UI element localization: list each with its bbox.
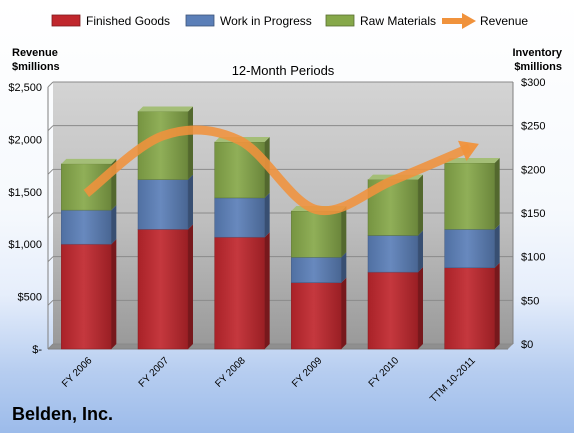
x-tick-label: FY 2010	[367, 355, 402, 390]
gridline-side	[47, 299, 54, 306]
bar-side	[264, 232, 270, 349]
bar-side	[494, 157, 500, 230]
bar-side	[341, 277, 347, 349]
bar	[137, 229, 189, 350]
y-right-tick-label: $300	[521, 77, 545, 89]
bar-top	[138, 106, 193, 112]
bar	[61, 209, 112, 245]
x-tick-label: FY 2009	[290, 355, 325, 390]
bar	[61, 243, 112, 350]
legend-label: Revenue	[480, 14, 528, 28]
bar-side	[418, 174, 423, 236]
y-right-tick-label: $200	[521, 164, 545, 176]
y-right-tick-label: $100	[521, 252, 545, 264]
bar-side	[111, 205, 117, 245]
plot-floor	[48, 344, 513, 349]
bar	[444, 229, 495, 269]
legend-swatch	[185, 14, 215, 27]
bar-side	[264, 192, 270, 238]
y-right-tick-label: $150	[521, 208, 545, 220]
y-left-axis-label: Revenue	[12, 47, 58, 59]
bar-side	[494, 224, 500, 268]
bar	[291, 257, 342, 283]
bar	[214, 236, 265, 350]
legend-label: Raw Materials	[360, 14, 436, 28]
gridline-side	[47, 256, 54, 263]
bar	[367, 235, 419, 273]
company-name: Belden, Inc.	[12, 404, 114, 424]
bar	[367, 271, 419, 350]
gridline-side	[47, 168, 54, 175]
bar-side	[188, 106, 193, 180]
y-right-axis-label: $millions	[514, 61, 562, 73]
bar-side	[341, 206, 347, 258]
revenue-line	[83, 125, 472, 216]
x-tick-label: FY 2008	[213, 355, 248, 390]
bar	[137, 179, 189, 230]
x-tick-label: FY 2006	[60, 355, 95, 390]
bar-side	[188, 224, 193, 349]
x-tick-label: FY 2007	[137, 355, 172, 390]
legend-swatch	[51, 14, 81, 27]
y-right-tick-label: $0	[521, 339, 533, 351]
x-tick-label: TTM 10-2011	[428, 355, 478, 405]
bar-side	[494, 262, 500, 349]
y-left-tick-label: $1,000	[8, 239, 42, 251]
gridline-side	[47, 125, 54, 132]
legend-swatch-arrow	[462, 13, 476, 29]
legend-label: Work in Progress	[220, 14, 312, 28]
bar	[214, 197, 265, 238]
y-left-tick-label: $1,500	[8, 187, 42, 199]
y-left-tick-label: $2,000	[8, 134, 42, 146]
bar-side	[341, 252, 347, 283]
bar-side	[418, 267, 423, 349]
y-left-tick-label: $2,500	[8, 82, 42, 94]
y-right-axis-label: Inventory	[512, 47, 562, 59]
gridline-side	[47, 212, 54, 219]
bar	[291, 282, 342, 350]
revenue-line-arrowhead	[458, 140, 479, 162]
bar	[444, 162, 495, 230]
y-left-tick-label: $500	[18, 292, 42, 304]
bar-side	[188, 174, 193, 230]
bar-top	[444, 157, 500, 163]
bar	[444, 267, 495, 350]
y-right-tick-label: $250	[521, 121, 545, 133]
y-right-tick-label: $50	[521, 295, 539, 307]
chart-title: 12-Month Periods	[232, 63, 335, 78]
legend-swatch	[325, 14, 355, 27]
bar-top	[61, 158, 117, 164]
gridline-side	[47, 81, 54, 88]
bar-side	[111, 239, 117, 349]
bar-side	[418, 230, 423, 273]
y-left-axis-label: $millions	[12, 61, 60, 73]
legend-label: Finished Goods	[86, 14, 170, 28]
bar	[291, 210, 342, 258]
y-left-tick-label: $-	[32, 344, 42, 356]
bar	[61, 163, 112, 211]
gridline-side	[47, 343, 54, 350]
